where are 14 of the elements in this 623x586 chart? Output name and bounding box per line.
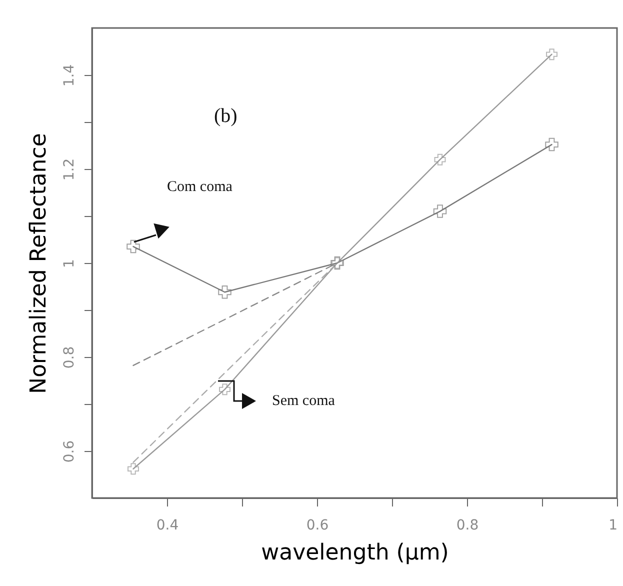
- y-tick-label: 1.2: [62, 158, 78, 181]
- y-tick-label: 1.4: [62, 64, 78, 87]
- x-tick-label: 1: [608, 518, 618, 534]
- y-axis-title: Normalized Reflectance: [26, 133, 52, 394]
- y-tick-label: 0.8: [62, 346, 78, 369]
- annotation: Com coma: [167, 179, 233, 195]
- x-tick-label: 0.8: [456, 518, 479, 534]
- x-tick-label: 0.6: [306, 518, 329, 534]
- y-tick-label: 0.6: [62, 440, 78, 463]
- annotation: Sem coma: [272, 393, 336, 409]
- x-tick-label: 0.4: [156, 518, 179, 534]
- annotation: (b): [214, 105, 238, 127]
- x-axis-title: wavelength (μm): [261, 540, 449, 566]
- y-tick-label: 1: [62, 259, 78, 268]
